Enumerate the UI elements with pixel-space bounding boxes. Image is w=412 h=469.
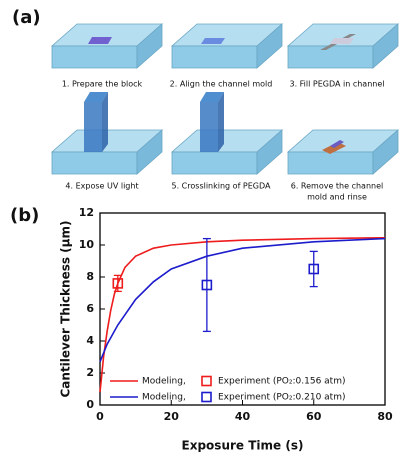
step-caption: 6. Remove the channel: [291, 182, 384, 191]
legend-marker: [202, 393, 211, 402]
step-caption: 5. Crosslinking of PEGDA: [172, 182, 272, 191]
figure: (a) (b) 1. Prepare the block 2. Align the…: [0, 0, 412, 465]
y-tick-label: 10: [79, 238, 95, 251]
legend-label: Modeling,: [142, 377, 186, 387]
block: [172, 130, 282, 174]
model-line: [100, 239, 385, 362]
y-tick-label: 0: [86, 398, 94, 411]
step-caption: mold and rinse: [307, 193, 367, 202]
model-line: [100, 238, 385, 392]
x-tick-label: 80: [377, 410, 393, 423]
uv-light: [84, 92, 108, 152]
x-tick-label: 40: [235, 410, 251, 423]
step-caption: 2. Align the channel mold: [170, 80, 273, 89]
step-caption: 4. Expose UV light: [65, 182, 138, 191]
y-tick-label: 6: [86, 302, 94, 315]
block: [52, 24, 162, 68]
legend-marker: [202, 377, 211, 386]
step-caption: 3. Fill PEGDA in channel: [289, 80, 384, 89]
y-tick-label: 12: [79, 206, 94, 219]
legend-label: Modeling,: [142, 393, 186, 403]
x-tick-label: 60: [306, 410, 322, 423]
panel-label: (b): [10, 205, 39, 226]
y-tick-label: 8: [86, 270, 94, 283]
block: [172, 24, 282, 68]
chart: 0 2 4 6 8 10 12 0 20 40 60 80 Exposure Time (s) Canti…: [59, 206, 393, 453]
y-axis-label: Cantilever Thickness (μm): [59, 221, 73, 398]
uv-light: [200, 92, 224, 152]
mold: [330, 38, 354, 44]
step-caption: 1. Prepare the block: [62, 80, 143, 89]
mold: [201, 38, 225, 44]
illustrations: [52, 24, 398, 174]
mold: [88, 37, 112, 44]
x-axis-label: Exposure Time (s): [182, 439, 304, 453]
block: [288, 24, 398, 68]
y-tick-label: 2: [86, 366, 94, 379]
y-tick-label: 4: [86, 334, 94, 347]
block: [288, 130, 398, 174]
x-tick-label: 20: [164, 410, 180, 423]
panel-label: (a): [12, 7, 41, 28]
x-tick-label: 0: [96, 410, 104, 423]
legend-label: Experiment (PO₂:0.156 atm): [218, 377, 345, 387]
legend-label: Experiment (PO₂:0.210 atm): [218, 393, 345, 403]
